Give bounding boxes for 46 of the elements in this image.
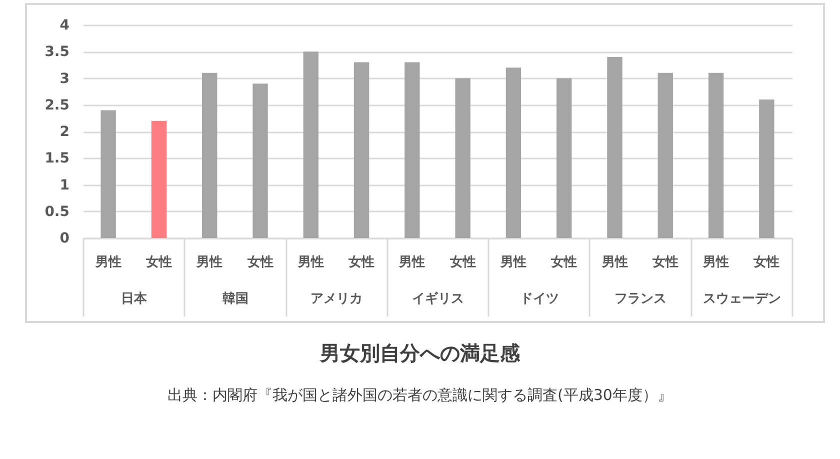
text: 女性 xyxy=(754,255,780,270)
text: 女性 xyxy=(551,255,578,270)
bar xyxy=(708,72,724,238)
bar xyxy=(506,68,522,238)
bar xyxy=(658,72,673,238)
x-tick-label: イギリス xyxy=(412,292,464,306)
bar xyxy=(354,62,370,238)
x-tick-label: 韓国 xyxy=(222,292,248,306)
bar xyxy=(252,84,268,238)
text: 男性 xyxy=(95,255,122,270)
bar xyxy=(455,78,470,238)
bar xyxy=(759,100,774,238)
text: 男性 xyxy=(399,255,426,270)
bar xyxy=(100,110,116,238)
source-note: 出典：内閣府『我が国と諸外国の若者の意識に関する調査(平成30年度）』 xyxy=(166,386,674,405)
text: 男女別自分への満足感 xyxy=(318,340,521,367)
y-tick-label: 3.5 xyxy=(44,44,70,60)
bar xyxy=(303,52,318,238)
text: 男性 xyxy=(703,255,730,270)
y-tick-label: 4 xyxy=(60,18,70,34)
text: 男性 xyxy=(602,255,628,270)
bar xyxy=(607,56,622,238)
x-tick-label: ドイツ xyxy=(520,292,559,306)
bar xyxy=(151,120,167,238)
text: 男性 xyxy=(500,255,526,270)
y-tick-label: 2.5 xyxy=(44,97,70,114)
y-tick-label: 0.5 xyxy=(44,204,70,220)
y-tick-label: 3 xyxy=(60,70,70,87)
x-tick-label: スウェーデン xyxy=(702,292,781,306)
x-tick-label: 日本 xyxy=(121,292,148,306)
bar xyxy=(556,78,572,238)
y-tick-label: 1 xyxy=(60,177,70,194)
text: 女性 xyxy=(348,255,375,270)
x-tick-label: フランス xyxy=(614,292,667,306)
series-label: 男性 xyxy=(196,255,223,270)
series-label: 女性 xyxy=(448,255,476,270)
x-tick-label: アメリカ xyxy=(310,292,363,306)
text: 女性 xyxy=(146,255,172,270)
bar xyxy=(404,62,420,238)
text: 女性 xyxy=(652,255,678,270)
y-tick-label: 0 xyxy=(60,230,70,246)
text: 男性 xyxy=(298,255,324,270)
text: 女性 xyxy=(247,255,274,270)
bar xyxy=(202,72,218,238)
y-tick-label: 2 xyxy=(60,124,70,140)
y-tick-label: 1.5 xyxy=(44,150,70,167)
